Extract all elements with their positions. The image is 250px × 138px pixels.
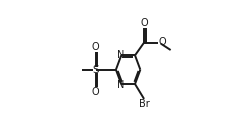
Text: N: N (117, 80, 124, 90)
Text: O: O (92, 42, 100, 52)
Text: Br: Br (139, 99, 149, 109)
Text: O: O (158, 37, 166, 47)
Text: O: O (140, 18, 148, 28)
Text: O: O (92, 87, 100, 97)
Text: N: N (117, 50, 124, 60)
Text: S: S (92, 65, 99, 75)
